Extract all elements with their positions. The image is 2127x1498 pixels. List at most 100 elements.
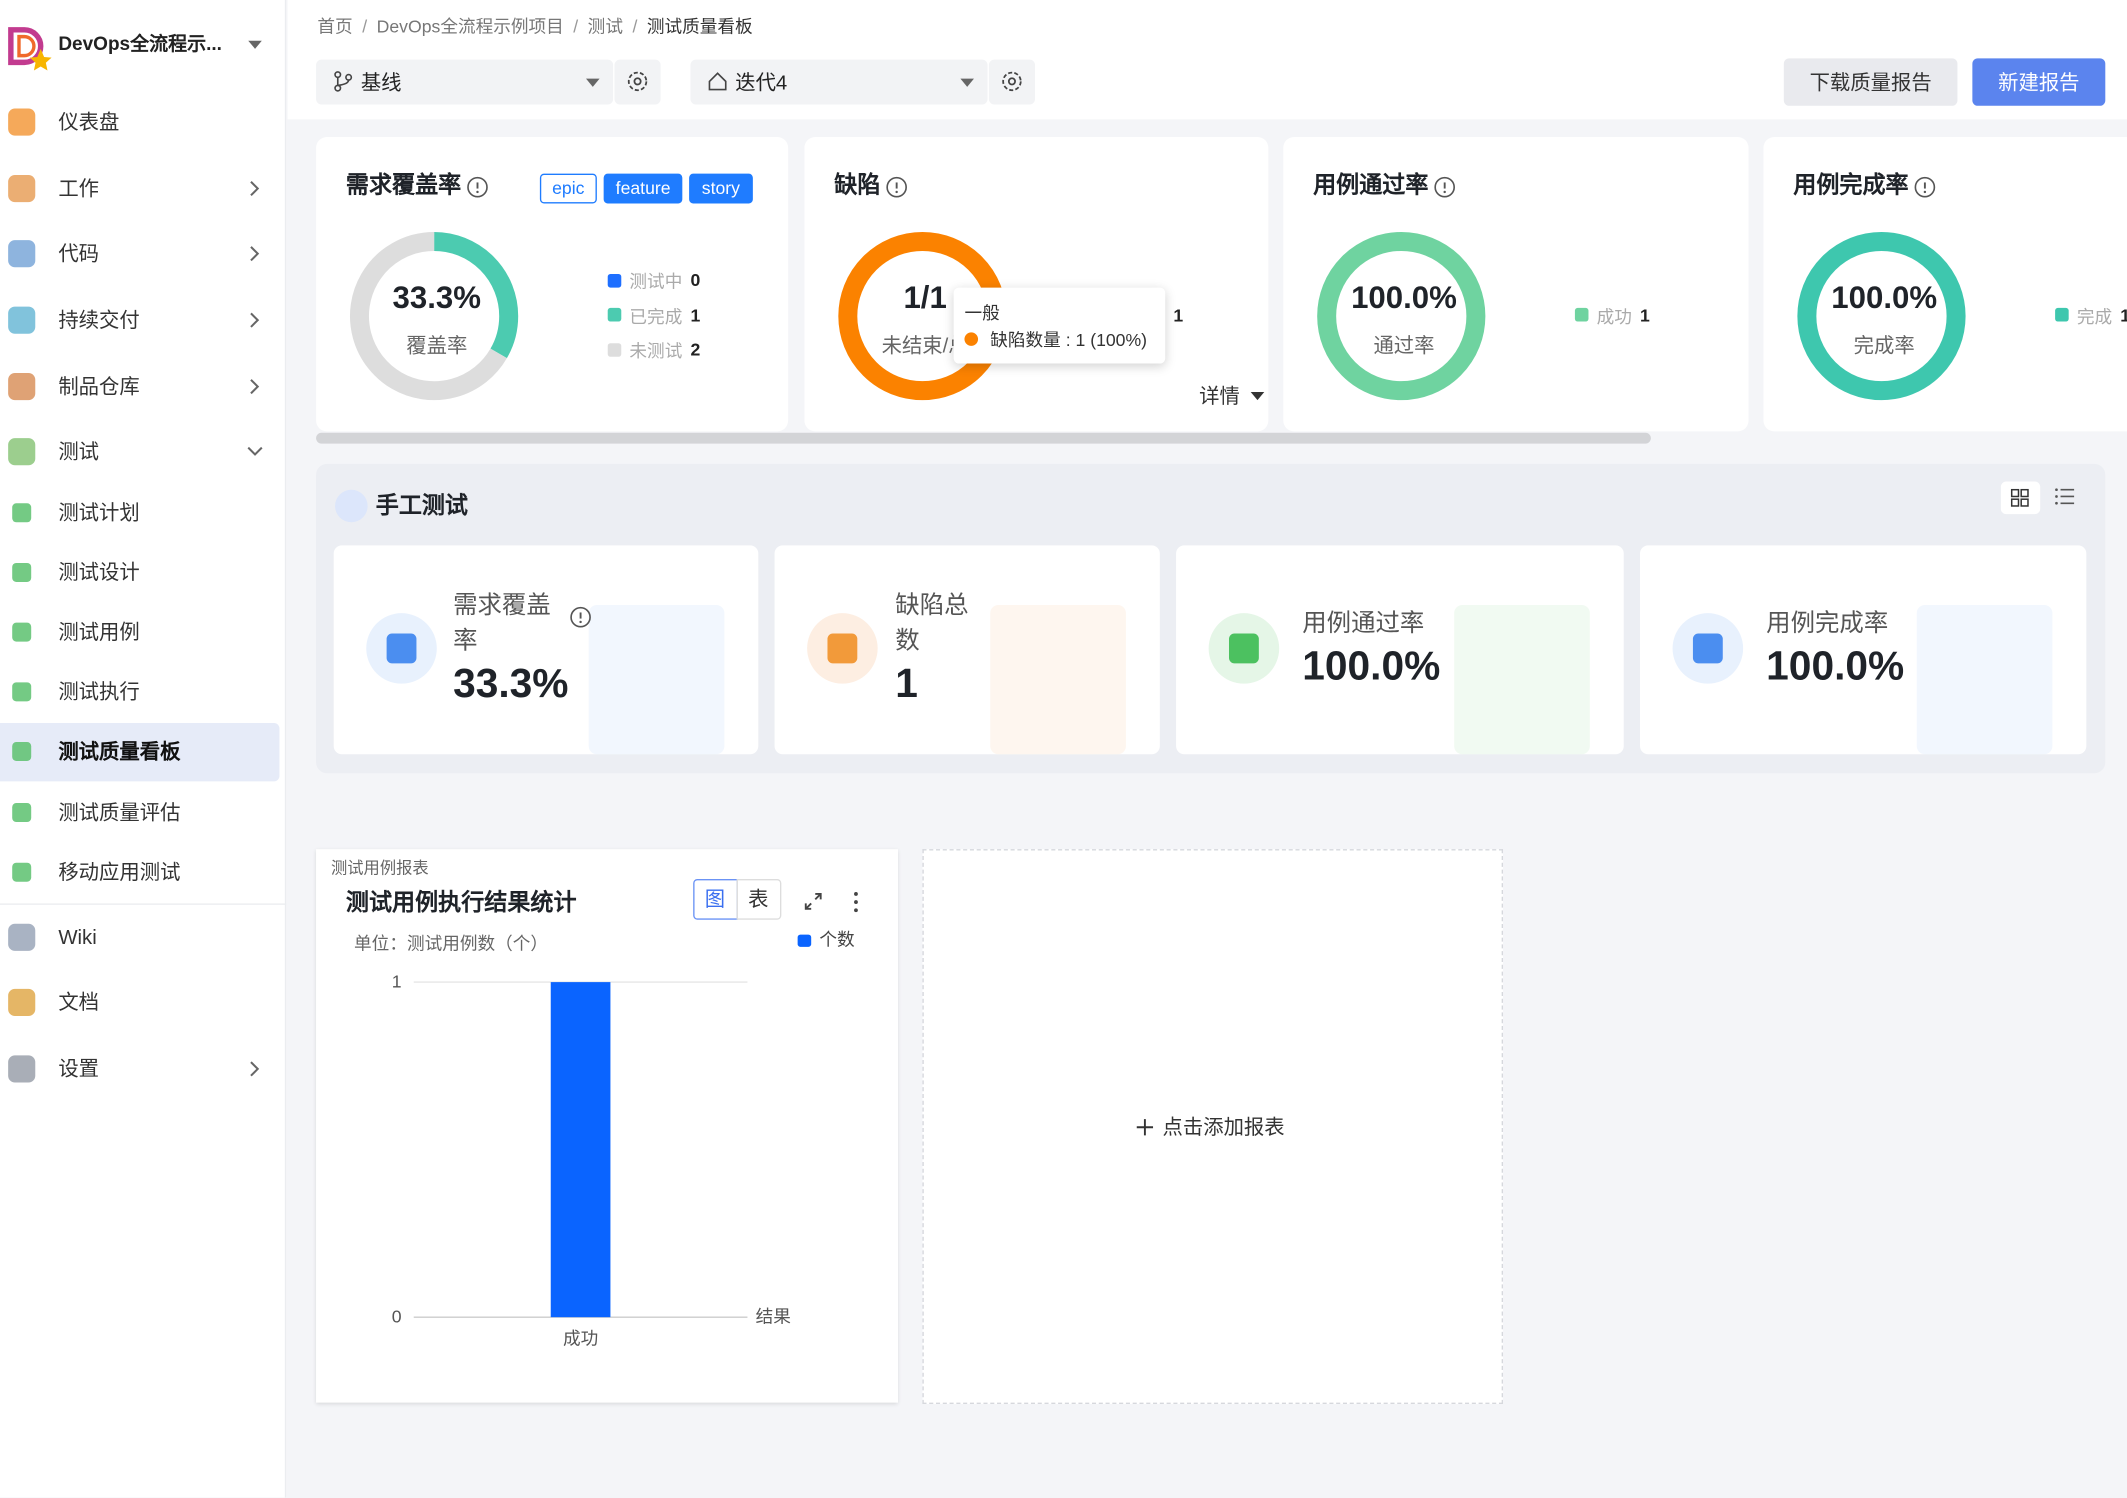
view-toggle[interactable] [693, 879, 738, 920]
chevron-line [250, 181, 260, 197]
menu-icon [12, 803, 32, 823]
menu-icon [8, 1055, 36, 1083]
caret [1250, 392, 1265, 401]
plus-icon [1136, 1119, 1154, 1136]
create-button[interactable] [1972, 58, 2106, 106]
legend-row: 成功 1 [1574, 301, 1724, 328]
metric-icon [1228, 633, 1259, 664]
select-settings[interactable] [614, 59, 661, 105]
home-shape [708, 72, 727, 91]
menu-item[interactable]: 测试计划 [58, 501, 140, 525]
caret [248, 40, 262, 49]
donut-label: 完成率 [1853, 334, 1915, 358]
select-value[interactable]: 基线 [360, 71, 402, 95]
donut [1797, 231, 1966, 401]
menu-icon [8, 108, 36, 136]
legend-swatch [607, 307, 622, 322]
view-toggle[interactable] [736, 879, 782, 920]
legend-label: 个数 [819, 929, 855, 950]
tag[interactable]: story [689, 173, 753, 204]
add-report-card[interactable] [922, 849, 1504, 1404]
chevron-line [250, 379, 260, 395]
view-toggle-label[interactable]: 图 [704, 887, 726, 911]
menu-item[interactable]: 设置 [58, 1057, 100, 1081]
metric-watermark [588, 605, 725, 755]
more-dot [854, 892, 858, 896]
logo-d-inner [17, 34, 36, 58]
breadcrumb-item[interactable]: 测试 [587, 16, 623, 37]
menu-item[interactable]: 测试 [58, 440, 100, 464]
grid-icon-cell [2010, 498, 2020, 507]
menu-item[interactable]: 测试用例 [58, 620, 140, 644]
list-dot [2055, 488, 2058, 492]
x-tick-label: 成功 [562, 1327, 599, 1349]
chevron-line [247, 446, 263, 456]
project-name: DevOps全流程示... [58, 32, 222, 55]
breadcrumb-item[interactable]: 首页 [317, 16, 353, 37]
view-toggle-label[interactable]: 表 [748, 887, 769, 911]
metric-watermark [990, 605, 1126, 755]
chevron-line [250, 312, 260, 328]
info-dot [476, 190, 479, 194]
legend-value: 1 [2120, 305, 2127, 325]
legend-value: 0 [690, 269, 701, 291]
chart-title: 测试用例执行结果统计 [345, 889, 577, 916]
metric-label: 用例通过率 [1302, 609, 1425, 637]
menu-item[interactable]: 测试执行 [58, 680, 140, 704]
download-button[interactable] [1783, 58, 1958, 106]
menu-icon [12, 742, 32, 762]
tag[interactable]: epic [539, 173, 597, 204]
menu-icon [8, 174, 36, 203]
create-label[interactable]: 新建报告 [1998, 71, 2080, 95]
menu-icon [8, 306, 36, 334]
legend-name: 完成 [2076, 305, 2113, 327]
metric-watermark [1454, 605, 1590, 755]
info-ring [467, 176, 488, 198]
menu-icon [12, 862, 32, 882]
legend-row: 已完成 1 [607, 301, 757, 328]
tooltip-dot [964, 332, 979, 346]
grid-icon-cell [2020, 488, 2029, 498]
add-report-label[interactable]: 点击添加报表 [1162, 1115, 1285, 1139]
legend-name: 未测试 [629, 340, 683, 361]
legend-value: 1 [1173, 304, 1184, 325]
menu-item[interactable]: Wiki [58, 925, 97, 949]
select[interactable] [316, 59, 614, 105]
tag[interactable]: feature [603, 173, 683, 204]
metric-value: 100.0% [1302, 644, 1441, 690]
breadcrumb-separator: / [632, 16, 638, 37]
list-dot [2055, 495, 2058, 498]
tooltip-title: 一般 [964, 302, 1000, 323]
gear-outer [1002, 71, 1022, 92]
chevron-line [250, 246, 260, 262]
grid-view-toggle[interactable] [2000, 481, 2041, 515]
menu-item[interactable]: 工作 [58, 177, 100, 201]
menu-item[interactable]: 测试质量评估 [58, 801, 181, 825]
menu-item[interactable]: 持续交付 [58, 308, 140, 332]
select[interactable] [690, 59, 988, 105]
menu-item[interactable]: 测试设计 [58, 560, 140, 584]
download-label[interactable]: 下载质量报告 [1809, 71, 1932, 95]
menu-item[interactable]: 测试质量看板 [58, 739, 181, 764]
legend-row: 测试中 0 [607, 267, 757, 294]
caret [960, 78, 974, 87]
y-tick-label: 0 [391, 1306, 402, 1327]
menu-item[interactable]: 移动应用测试 [58, 860, 181, 884]
menu-icon [12, 622, 32, 642]
more-dot [854, 900, 858, 904]
logo [8, 27, 52, 71]
select-settings[interactable] [988, 59, 1036, 105]
expand-lines [804, 892, 822, 910]
menu-item[interactable]: 仪表盘 [58, 110, 120, 134]
menu-item[interactable]: 制品仓库 [58, 375, 140, 399]
gear-outer [627, 71, 648, 92]
menu-item[interactable]: 文档 [58, 990, 100, 1014]
select-value[interactable]: 迭代4 [735, 71, 788, 95]
legend-value: 2 [690, 339, 701, 360]
details-link[interactable]: 详情 [1199, 384, 1240, 408]
breadcrumb-item[interactable]: DevOps全流程示例项目 [376, 16, 564, 37]
metric-value: 100.0% [1766, 644, 1905, 690]
donut-label: 通过率 [1373, 334, 1435, 358]
menu-item[interactable]: 代码 [58, 242, 100, 266]
